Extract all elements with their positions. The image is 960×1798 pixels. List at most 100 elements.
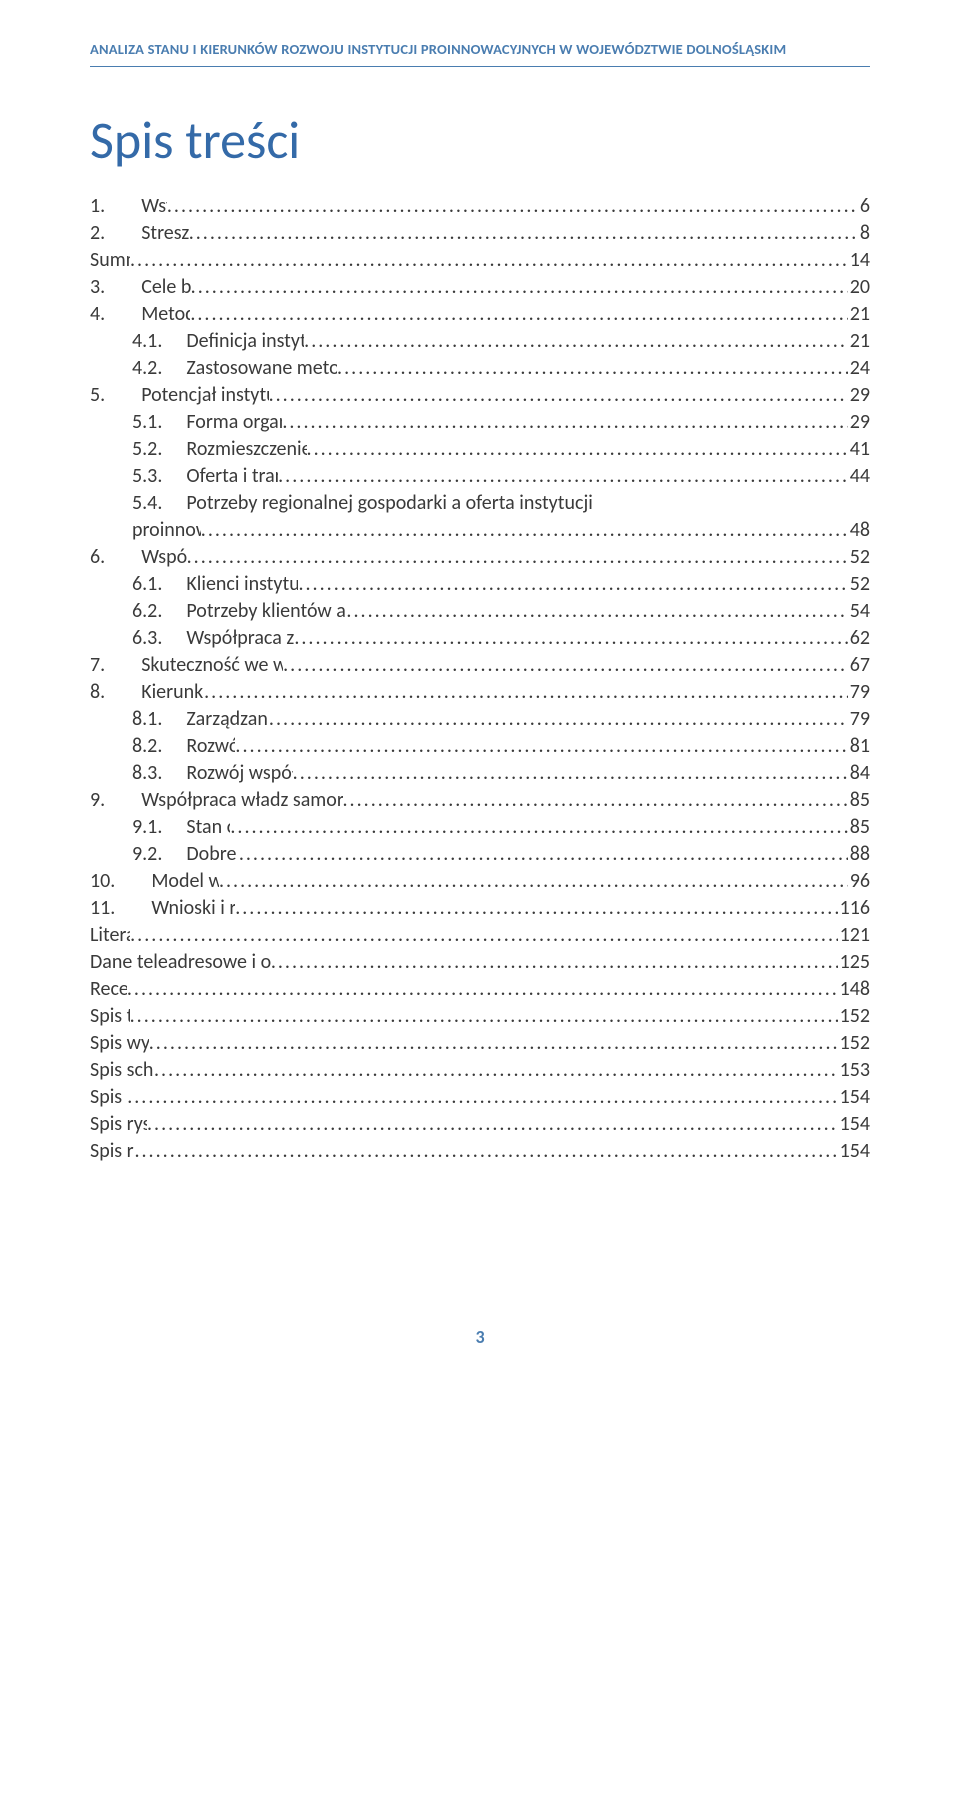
toc-entry-number: 5.3. <box>132 463 162 490</box>
toc-entry-number: 9. <box>90 787 105 814</box>
toc-entry: 9.1. Stan obecny 85 <box>90 814 870 841</box>
toc-entry-page: 67 <box>848 652 870 679</box>
toc-leader-dots <box>293 760 848 787</box>
page-number: 3 <box>90 1325 870 1349</box>
toc-entry: 5.2.Rozmieszczenie i zasięg oddziaływani… <box>90 436 870 463</box>
toc-entry: 5.Potencjał instytucji proinnowacyjnych2… <box>90 382 870 409</box>
toc-leader-dots <box>127 1084 837 1111</box>
toc-leader-dots <box>298 571 847 598</box>
toc-leader-dots <box>190 301 847 328</box>
toc-entry-page: 29 <box>848 409 870 436</box>
toc-entry-label: Spis ramek <box>90 1138 134 1165</box>
toc-entry-number: 8.1. <box>132 706 162 733</box>
toc-entry-number: 11. <box>90 895 115 922</box>
toc-entry-number: 8.3. <box>132 760 162 787</box>
toc-entry-page: 54 <box>848 598 870 625</box>
toc-entry: Spis rysunków154 <box>90 1111 870 1138</box>
toc-entry: 8.1.Zarządzanie strategiczne79 <box>90 706 870 733</box>
toc-entry-label: Model współpracy <box>151 868 219 895</box>
toc-leader-dots <box>283 652 848 679</box>
toc-leader-dots <box>294 625 847 652</box>
toc-entry-label: Potrzeby klientów a oferta instytucji pr… <box>186 598 346 625</box>
toc-leader-dots <box>269 706 848 733</box>
toc-entry-label: Zarządzanie strategiczne <box>186 706 269 733</box>
toc-entry-label: Kierunki rozwoju <box>141 679 204 706</box>
toc-entry: 5.4.Potrzeby regionalnej gospodarki a of… <box>90 490 870 517</box>
toc-leader-dots <box>346 598 847 625</box>
toc-entry-page: 85 <box>848 814 870 841</box>
toc-entry: Spis tabel152 <box>90 1003 870 1030</box>
toc-entry: 4.2. Zastosowane metody badawcze i przebi… <box>90 355 870 382</box>
toc-entry-page: 125 <box>838 949 870 976</box>
toc-leader-dots <box>219 868 848 895</box>
toc-entry: 1.Wstęp6 <box>90 193 870 220</box>
toc-entry: Spis ramek154 <box>90 1138 870 1165</box>
toc-entry-number: 6.2. <box>132 598 162 625</box>
toc-entry-page: 85 <box>848 787 870 814</box>
toc-entry-number: 6. <box>90 544 105 571</box>
toc-entry: 8.3.Rozwój współpracy z otoczeniem84 <box>90 760 870 787</box>
toc-entry-page: 21 <box>848 301 870 328</box>
toc-entry: 5.3.Oferta i transfer technologii44 <box>90 463 870 490</box>
toc-entry: Spis wykresów152 <box>90 1030 870 1057</box>
toc-entry: 4.Metodologia21 <box>90 301 870 328</box>
toc-entry-page: 153 <box>838 1057 870 1084</box>
toc-entry-label: Forma organizacyjna i zasoby <box>186 409 282 436</box>
toc-entry: Summary14 <box>90 247 870 274</box>
toc-entry-label: Spis wykresów <box>90 1030 149 1057</box>
toc-entry-label: Streszczenie <box>141 220 189 247</box>
toc-entry: 9.Współpraca władz samorządowych z insty… <box>90 787 870 814</box>
toc-entry: 7.Skuteczność we wspieraniu innowacyjnoś… <box>90 652 870 679</box>
toc-entry-page: 96 <box>848 868 870 895</box>
toc-entry-label: Definicja instytucji proinnowacyjnych <box>186 328 304 355</box>
toc-title: Spis treści <box>90 105 870 175</box>
toc-leader-dots <box>204 679 848 706</box>
toc-entry-number: 3. <box>90 274 105 301</box>
toc-entry-number: 5.1. <box>132 409 162 436</box>
toc-entry-number: 8. <box>90 679 105 706</box>
toc-entry-page: 148 <box>838 976 870 1003</box>
toc-entry: Literatura 121 <box>90 922 870 949</box>
toc-entry-label: Stan obecny <box>186 814 230 841</box>
toc-entry-page: 52 <box>848 544 870 571</box>
toc-leader-dots <box>278 463 848 490</box>
toc-leader-dots <box>147 1111 838 1138</box>
toc-entry: 5.1. Forma organizacyjna i zasoby 29 <box>90 409 870 436</box>
toc-entry-page: 116 <box>838 895 870 922</box>
toc-entry-page: 121 <box>838 922 870 949</box>
toc-entry-label: Metodologia <box>141 301 190 328</box>
toc-leader-dots <box>167 193 858 220</box>
toc-leader-dots <box>271 949 838 976</box>
toc-entry-label: Oferta i transfer technologii <box>186 463 278 490</box>
toc-entry: 8.2.Rozwój oferty81 <box>90 733 870 760</box>
toc-entry-number: 9.1. <box>132 814 162 841</box>
toc-entry-number: 9.2. <box>132 841 162 868</box>
toc-entry-label: Spis tabel <box>90 1003 130 1030</box>
toc-leader-dots <box>307 436 848 463</box>
toc-entry-label: Dobre praktyki <box>186 841 238 868</box>
toc-entry-label: Skuteczność we wspieraniu innowacyjności <box>141 652 283 679</box>
toc-entry-label: Cele badania <box>141 274 190 301</box>
toc-entry-label: Współpraca <box>141 544 186 571</box>
toc-entry-label: Współpraca z innymi instytucjami <box>186 625 294 652</box>
toc-entry-continuation: proinnowacyjnych48 <box>90 517 870 544</box>
toc-entry: 11.Wnioski i rekomendacje116 <box>90 895 870 922</box>
toc-entry-label: Literatura <box>90 922 130 949</box>
toc-entry-label: Spis map <box>90 1084 127 1111</box>
toc-entry-number: 5. <box>90 382 105 409</box>
toc-entry-number: 4.2. <box>132 355 162 382</box>
toc-leader-dots <box>130 922 837 949</box>
toc-entry-label: Summary <box>90 247 130 274</box>
toc-leader-dots <box>134 1138 837 1165</box>
toc-entry-page: 84 <box>848 760 870 787</box>
toc-leader-dots <box>343 787 848 814</box>
toc-entry-number: 4.1. <box>132 328 162 355</box>
toc-leader-dots <box>201 517 848 544</box>
toc-entry: 6. Współpraca 52 <box>90 544 870 571</box>
toc-leader-dots <box>149 1030 838 1057</box>
toc-entry: 4.1. Definicja instytucji proinnowacyjnyc… <box>90 328 870 355</box>
toc-entry: Recenzje148 <box>90 976 870 1003</box>
toc-entry-number: 10. <box>90 868 115 895</box>
toc-entry-label: Zastosowane metody badawcze i przebieg b… <box>186 355 337 382</box>
toc-entry-label: proinnowacyjnych <box>132 517 201 544</box>
